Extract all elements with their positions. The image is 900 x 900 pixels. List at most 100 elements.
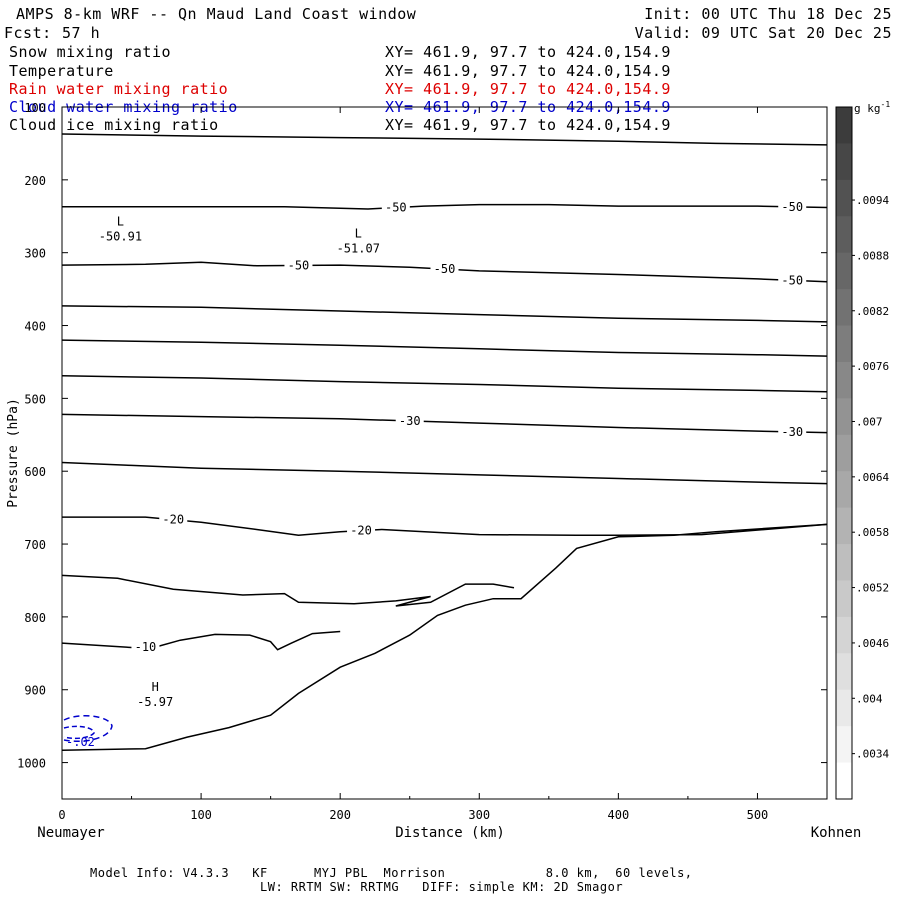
colorbar-tick-label: .0046 xyxy=(856,637,889,650)
x-tick-label: 0 xyxy=(58,808,65,822)
y-tick-label: 1000 xyxy=(17,757,46,771)
forecast-hour: 57 h xyxy=(62,24,101,42)
temperature-contour xyxy=(61,574,515,607)
contour-label-bg xyxy=(778,198,807,213)
colorbar-swatch xyxy=(836,544,852,581)
temperature-contour xyxy=(61,261,828,283)
temperature-contour xyxy=(61,413,828,434)
y-tick-label: 700 xyxy=(24,538,46,552)
colorbar-swatch xyxy=(836,653,852,691)
temperature-contour xyxy=(61,630,341,651)
contour-label-bg xyxy=(381,199,410,214)
cloud-water-contour xyxy=(63,725,95,740)
colorbar-swatch xyxy=(836,216,852,254)
field-name-temperature: Temperature xyxy=(9,62,114,80)
colorbar-tick-label: .004 xyxy=(856,692,883,705)
plot-frame xyxy=(61,106,828,800)
colorbar-swatch xyxy=(836,726,852,764)
model-info-line1: Model Info: V4.3.3 KF MYJ PBL Morrison 8… xyxy=(90,866,693,880)
colorbar-swatch xyxy=(836,580,852,618)
y-tick-label: 300 xyxy=(24,247,46,261)
contour-label-bg xyxy=(159,511,188,526)
contour-label: -20 xyxy=(162,513,184,527)
contour-label: -50 xyxy=(781,273,803,287)
colorbar-tick-label: .0082 xyxy=(856,305,889,318)
left-endpoint-label: Neumayer xyxy=(37,825,104,841)
contour-label-bg xyxy=(778,423,807,438)
valid-time: Valid: 09 UTC Sat 20 Dec 25 xyxy=(634,24,892,42)
field-xy-cloud-ice: XY= 461.9, 97.7 to 424.0,154.9 xyxy=(385,116,671,134)
temperature-contour xyxy=(61,305,828,323)
y-tick-label: 600 xyxy=(24,465,46,479)
colorbar-tick-label: .0094 xyxy=(856,194,889,207)
field-name-snow: Snow mixing ratio xyxy=(9,43,172,61)
x-tick-label: 300 xyxy=(468,808,490,822)
extremum-type: H xyxy=(152,680,159,694)
y-axis-label: Pressure (hPa) xyxy=(6,398,21,508)
colorbar-swatch xyxy=(836,616,852,654)
colorbar-tick-label: .0076 xyxy=(856,360,889,373)
colorbar-swatch xyxy=(836,762,852,800)
extremum-type: L xyxy=(117,215,124,229)
colorbar-tick-label: .0034 xyxy=(856,748,889,761)
contour-label-bg xyxy=(778,272,807,287)
field-name-rain: Rain water mixing ratio xyxy=(9,80,229,98)
colorbar-swatch xyxy=(836,434,852,472)
field-xy-snow: XY= 461.9, 97.7 to 424.0,154.9 xyxy=(385,43,671,61)
colorbar-frame xyxy=(835,106,853,800)
colorbar-swatch xyxy=(836,179,852,217)
x-tick-label: 500 xyxy=(747,808,769,822)
temperature-contour xyxy=(61,461,828,485)
right-endpoint-label: Kohnen xyxy=(811,825,862,841)
colorbar-swatch xyxy=(836,252,852,290)
chart-title: AMPS 8-km WRF -- Qn Maud Land Coast wind… xyxy=(16,5,417,23)
colorbar-swatch xyxy=(836,325,852,363)
x-tick-label: 400 xyxy=(608,808,630,822)
temperature-contour xyxy=(62,203,828,210)
y-tick-label: 200 xyxy=(24,174,46,188)
colorbar-swatch xyxy=(836,507,852,545)
contour-label: -50 xyxy=(781,200,803,214)
colorbar-swatch xyxy=(836,289,852,327)
y-tick-label: 400 xyxy=(24,320,46,334)
y-tick-label: 100 xyxy=(24,101,46,115)
colorbar-swatch xyxy=(836,107,852,144)
temperature-contour xyxy=(61,375,828,393)
colorbar-swatch xyxy=(836,471,852,509)
contour-label-bg xyxy=(131,638,160,653)
colorbar-tick-label: .0064 xyxy=(856,471,889,484)
colorbar-tick-label: .0088 xyxy=(856,249,889,262)
y-tick-label: 800 xyxy=(24,611,46,625)
contour-label: -50 xyxy=(434,262,456,276)
colorbar-swatch xyxy=(836,398,852,436)
x-tick-label: 200 xyxy=(329,808,351,822)
contour-label-bg xyxy=(430,261,459,276)
colorbar-unit: g kg-1 xyxy=(854,100,890,115)
model-info-line2: LW: RRTM SW: RRTMG DIFF: simple KM: 2D S… xyxy=(260,880,624,894)
temperature-contour xyxy=(61,133,828,146)
colorbar-tick-label: .0058 xyxy=(856,526,889,539)
x-axis-label: Distance (km) xyxy=(395,825,505,841)
field-xy-temperature: XY= 461.9, 97.7 to 424.0,154.9 xyxy=(385,62,671,80)
contour-label: -30 xyxy=(781,425,803,439)
terrain-line xyxy=(61,523,828,751)
cloud-water-value: -.02 xyxy=(66,735,95,749)
contour-label: -30 xyxy=(399,414,421,428)
init-time: Init: 00 UTC Thu 18 Dec 25 xyxy=(644,5,892,23)
extremum-type: L xyxy=(355,226,362,240)
extremum-value: -5.97 xyxy=(137,695,173,709)
field-name-cloud-ice: Cloud ice mixing ratio xyxy=(9,116,219,134)
contour-label-bg xyxy=(395,412,424,427)
temperature-contour xyxy=(61,339,828,357)
extremum-value: -51.07 xyxy=(337,241,380,255)
contour-label: -10 xyxy=(135,640,157,654)
colorbar-unit-exponent: -1 xyxy=(881,100,891,109)
colorbar-tick-label: .0052 xyxy=(856,582,889,595)
field-xy-rain: XY= 461.9, 97.7 to 424.0,154.9 xyxy=(385,80,671,98)
colorbar-unit-text: g kg xyxy=(854,102,881,115)
extremum-value: -50.91 xyxy=(99,230,142,244)
colorbar-swatch xyxy=(836,689,852,727)
contour-label-bg xyxy=(347,522,376,537)
forecast-label: Fcst: xyxy=(4,24,52,42)
